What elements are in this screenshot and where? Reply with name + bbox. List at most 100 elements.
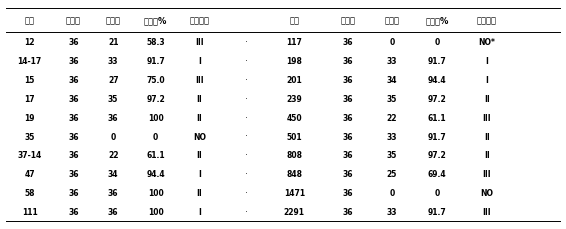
Text: 2291: 2291 — [284, 207, 305, 216]
Text: 21: 21 — [108, 38, 118, 47]
Text: ·: · — [245, 113, 248, 122]
Text: 36: 36 — [343, 76, 353, 85]
Text: 接种数: 接种数 — [341, 17, 355, 26]
Text: 0: 0 — [389, 38, 395, 47]
Text: ·: · — [245, 132, 248, 141]
Text: III: III — [482, 113, 491, 122]
Text: 58.3: 58.3 — [147, 38, 165, 47]
Text: 97.2: 97.2 — [428, 94, 447, 104]
Text: 35: 35 — [108, 94, 118, 104]
Text: 36: 36 — [343, 188, 353, 197]
Text: II: II — [196, 188, 203, 197]
Text: 36: 36 — [68, 188, 79, 197]
Text: 36: 36 — [108, 113, 118, 122]
Text: 22: 22 — [108, 151, 118, 160]
Text: I: I — [485, 57, 488, 66]
Text: III: III — [195, 76, 204, 85]
Text: 0: 0 — [389, 188, 395, 197]
Text: 94.4: 94.4 — [428, 76, 447, 85]
Text: 36: 36 — [343, 38, 353, 47]
Text: II: II — [484, 132, 490, 141]
Text: III: III — [482, 169, 491, 179]
Text: 91.7: 91.7 — [146, 57, 165, 66]
Text: 450: 450 — [286, 113, 302, 122]
Text: 35: 35 — [24, 132, 35, 141]
Text: 61.1: 61.1 — [147, 151, 165, 160]
Text: 239: 239 — [286, 94, 302, 104]
Text: ·: · — [245, 169, 248, 179]
Text: 97.2: 97.2 — [428, 151, 447, 160]
Text: 33: 33 — [387, 207, 397, 216]
Text: 0: 0 — [435, 38, 440, 47]
Text: 36: 36 — [68, 94, 79, 104]
Text: 0: 0 — [153, 132, 158, 141]
Text: 808: 808 — [286, 151, 302, 160]
Text: 111: 111 — [22, 207, 37, 216]
Text: 75.0: 75.0 — [147, 76, 165, 85]
Text: 61.1: 61.1 — [428, 113, 447, 122]
Text: 36: 36 — [343, 151, 353, 160]
Text: ·: · — [245, 94, 248, 104]
Text: I: I — [485, 76, 488, 85]
Text: 0: 0 — [110, 132, 116, 141]
Text: ·: · — [245, 76, 248, 85]
Text: 34: 34 — [108, 169, 118, 179]
Text: I: I — [198, 169, 201, 179]
Text: 品系: 品系 — [289, 17, 299, 26]
Text: 36: 36 — [68, 132, 79, 141]
Text: NO: NO — [193, 132, 206, 141]
Text: 35: 35 — [387, 151, 397, 160]
Text: 501: 501 — [286, 132, 302, 141]
Text: 12: 12 — [24, 38, 35, 47]
Text: 变伤类型: 变伤类型 — [190, 17, 209, 26]
Text: 198: 198 — [286, 57, 302, 66]
Text: 69.4: 69.4 — [428, 169, 447, 179]
Text: 201: 201 — [286, 76, 302, 85]
Text: II: II — [196, 113, 203, 122]
Text: III: III — [195, 38, 204, 47]
Text: 36: 36 — [68, 38, 79, 47]
Text: 14-17: 14-17 — [18, 57, 42, 66]
Text: 诱导率%: 诱导率% — [426, 17, 449, 26]
Text: ·: · — [245, 38, 248, 47]
Text: 97.2: 97.2 — [146, 94, 165, 104]
Text: 品系: 品系 — [25, 17, 35, 26]
Text: 47: 47 — [24, 169, 35, 179]
Text: 22: 22 — [387, 113, 397, 122]
Text: 36: 36 — [343, 207, 353, 216]
Text: 94.4: 94.4 — [147, 169, 165, 179]
Text: 17: 17 — [24, 94, 35, 104]
Text: 接种数: 接种数 — [66, 17, 81, 26]
Text: 36: 36 — [343, 57, 353, 66]
Text: NO*: NO* — [478, 38, 495, 47]
Text: 37-14: 37-14 — [18, 151, 42, 160]
Text: 100: 100 — [148, 188, 164, 197]
Text: III: III — [482, 207, 491, 216]
Text: 36: 36 — [343, 132, 353, 141]
Text: 19: 19 — [24, 113, 35, 122]
Text: 15: 15 — [24, 76, 35, 85]
Text: 36: 36 — [108, 207, 118, 216]
Text: 35: 35 — [387, 94, 397, 104]
Text: 1471: 1471 — [284, 188, 305, 197]
Text: I: I — [198, 57, 201, 66]
Text: II: II — [484, 94, 490, 104]
Text: I: I — [198, 207, 201, 216]
Text: ·: · — [245, 151, 248, 160]
Text: 91.7: 91.7 — [428, 207, 447, 216]
Text: 36: 36 — [68, 207, 79, 216]
Text: 36: 36 — [108, 188, 118, 197]
Text: II: II — [196, 94, 203, 104]
Text: 变伤数: 变伤数 — [384, 17, 400, 26]
Text: 36: 36 — [343, 113, 353, 122]
Text: 变伤类型: 变伤类型 — [477, 17, 497, 26]
Text: 33: 33 — [387, 132, 397, 141]
Text: 36: 36 — [343, 169, 353, 179]
Text: 117: 117 — [286, 38, 302, 47]
Text: 36: 36 — [68, 113, 79, 122]
Text: 36: 36 — [68, 57, 79, 66]
Text: 91.7: 91.7 — [428, 132, 447, 141]
Text: ·: · — [245, 188, 248, 197]
Text: 变伤数: 变伤数 — [106, 17, 121, 26]
Text: 33: 33 — [108, 57, 118, 66]
